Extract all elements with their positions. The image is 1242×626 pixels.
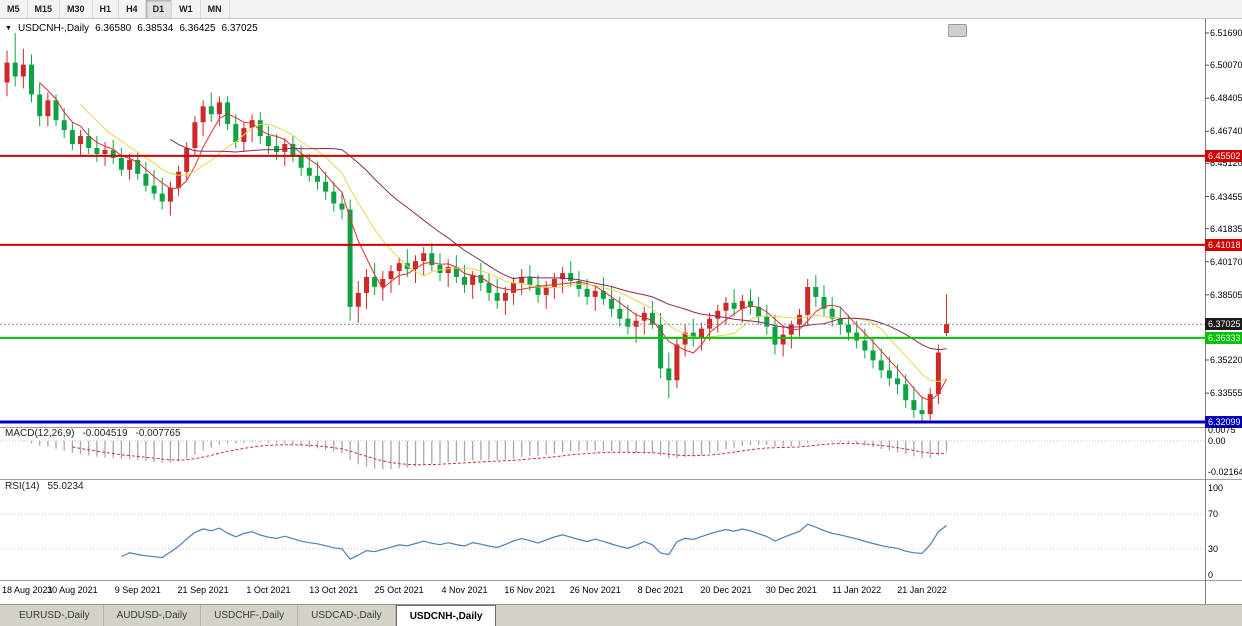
rsi-line <box>121 523 947 560</box>
ma-line-medium <box>80 104 947 383</box>
tab-eurusd-daily[interactable]: EURUSD-,Daily <box>6 605 104 626</box>
macd-name: MACD(12,26,9) <box>5 428 75 439</box>
timeframe-toolbar: M5 M15 M30 H1 H4 D1 W1 MN <box>0 0 1242 19</box>
rsi-label: RSI(14) 55.0234 <box>5 481 84 492</box>
macd-signal-value: -0.007765 <box>135 428 181 439</box>
timeframe-button-m5[interactable]: M5 <box>0 0 28 18</box>
symbol-dropdown-icon[interactable]: ▼ <box>5 25 12 32</box>
timeframe-button-h4[interactable]: H4 <box>119 0 146 18</box>
chart-title: ▼ USDCNH-,Daily 6.36580 6.38534 6.36425 … <box>5 23 258 34</box>
rsi-value: 55.0234 <box>47 481 84 492</box>
tab-audusd-daily[interactable]: AUDUSD-,Daily <box>104 605 202 626</box>
tab-usdcnh-daily[interactable]: USDCNH-,Daily <box>395 605 497 626</box>
chart-symbol-label: USDCNH-,Daily <box>17 23 90 34</box>
ohlc-open: 6.36580 <box>95 23 132 34</box>
timeframe-button-w1[interactable]: W1 <box>172 0 201 18</box>
macd-histogram <box>22 440 948 470</box>
timeframe-button-m30[interactable]: M30 <box>60 0 93 18</box>
ohlc-close: 6.37025 <box>221 23 258 34</box>
macd-main-value: -0.004519 <box>82 428 128 439</box>
timeframe-button-h1[interactable]: H1 <box>92 0 120 18</box>
tab-usdchf-daily[interactable]: USDCHF-,Daily <box>201 605 299 626</box>
timeframe-button-m15[interactable]: M15 <box>27 0 61 18</box>
tab-usdcad-daily[interactable]: USDCAD-,Daily <box>298 605 396 626</box>
timeframe-button-d1[interactable]: D1 <box>145 0 173 18</box>
rsi-name: RSI(14) <box>5 481 40 492</box>
ma-line-fast <box>39 82 947 402</box>
macd-label: MACD(12,26,9) -0.004519 -0.007765 <box>5 428 181 439</box>
candles-layer <box>4 33 949 422</box>
ohlc-low: 6.36425 <box>179 23 216 34</box>
chart-tabs: EURUSD-,Daily AUDUSD-,Daily USDCHF-,Daily U… <box>0 604 1242 626</box>
timeframe-button-mn[interactable]: MN <box>200 0 230 18</box>
chart-shift-marker[interactable] <box>948 24 967 37</box>
ohlc-high: 6.38534 <box>137 23 174 34</box>
macd-signal-line <box>72 442 947 466</box>
